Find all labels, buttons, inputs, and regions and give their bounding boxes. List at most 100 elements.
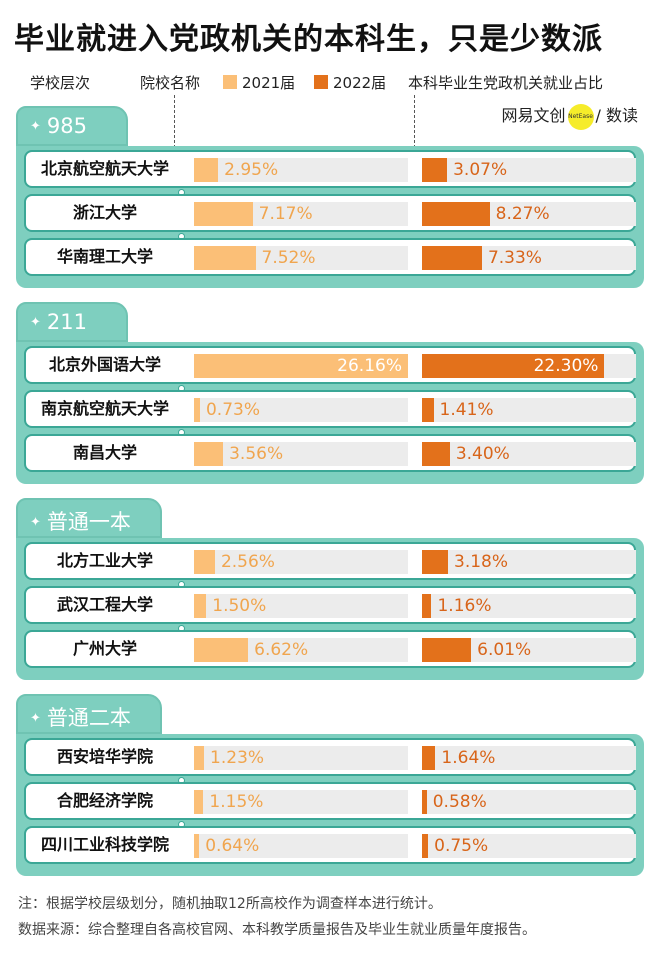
bar-2022 bbox=[422, 158, 448, 182]
group-tab: ✦ 普通一本 bbox=[16, 498, 162, 538]
bar-2022 bbox=[422, 246, 482, 270]
bar-2021 bbox=[194, 158, 219, 182]
bar-track-2022: 1.41% bbox=[422, 398, 636, 422]
metric-guide-line bbox=[414, 95, 415, 168]
brand-logo: 网易文创 NetEase / 数读 bbox=[501, 102, 638, 130]
group-panel: 北京航空航天大学 2.95% 3.07% 浙江大学 7.17% 8.27% 华南理工大学 7.… bbox=[16, 146, 644, 288]
bar-track-2021: 0.64% bbox=[194, 834, 408, 858]
legend-swatch-2021 bbox=[223, 75, 237, 89]
group-label: ✦ 985 bbox=[30, 114, 87, 138]
bar-track-2022: 6.01% bbox=[422, 638, 636, 662]
bar-2022 bbox=[422, 442, 450, 466]
group-name: 211 bbox=[46, 310, 87, 334]
bar-track-2022: 8.27% bbox=[422, 202, 636, 226]
bar-track-2022: 0.75% bbox=[422, 834, 636, 858]
school-row: 浙江大学 7.17% 8.27% bbox=[24, 194, 636, 232]
school-name: 南京航空航天大学 bbox=[40, 399, 169, 418]
group-panel: 北方工业大学 2.56% 3.18% 武汉工程大学 1.50% 1.16% 广州大学 6.62… bbox=[16, 538, 644, 680]
value-label-2021: 2.95% bbox=[224, 160, 279, 180]
value-label-2021: 0.73% bbox=[205, 400, 260, 420]
value-label-2022: 7.33% bbox=[487, 248, 542, 268]
school-name: 北京外国语大学 bbox=[48, 355, 161, 374]
brand-logo-mid: 文创 bbox=[533, 106, 566, 125]
bar-2022 bbox=[422, 354, 605, 378]
group-tab: ✦ 普通二本 bbox=[16, 694, 162, 734]
school-name: 武汉工程大学 bbox=[56, 595, 153, 614]
bar-2022 bbox=[422, 746, 436, 770]
value-label-2022: 1.41% bbox=[439, 400, 494, 420]
value-label-2022: 22.30% bbox=[533, 356, 599, 376]
school-row: 合肥经济学院 1.15% 0.58% bbox=[24, 782, 636, 820]
value-label-2022: 1.64% bbox=[441, 748, 496, 768]
bar-2022 bbox=[422, 202, 490, 226]
school-row: 北方工业大学 2.56% 3.18% bbox=[24, 542, 636, 580]
group-name: 普通一本 bbox=[46, 510, 131, 534]
bar-track-2021: 2.95% bbox=[194, 158, 408, 182]
value-label-2022: 3.40% bbox=[455, 444, 510, 464]
bar-2021 bbox=[194, 746, 205, 770]
bar-track-2022: 3.40% bbox=[422, 442, 636, 466]
group-3: ✦ 普通二本 西安培华学院 1.23% 1.64% 合肥经济学院 1.15% 0.58% 四川工… bbox=[16, 694, 644, 876]
bar-track-2021: 6.62% bbox=[194, 638, 408, 662]
value-label-2022: 6.01% bbox=[477, 640, 532, 660]
value-label-2021: 3.56% bbox=[229, 444, 284, 464]
group-label: ✦ 普通二本 bbox=[30, 702, 131, 732]
group-tab: ✦ 211 bbox=[16, 302, 128, 342]
sparkle-icon: ✦ bbox=[30, 515, 41, 530]
value-label-2021: 6.62% bbox=[254, 640, 309, 660]
brand-logo-right: / 数读 bbox=[595, 106, 638, 125]
school-row: 广州大学 6.62% 6.01% bbox=[24, 630, 636, 668]
school-row: 武汉工程大学 1.50% 1.16% bbox=[24, 586, 636, 624]
name-guide-line bbox=[174, 95, 175, 168]
value-label-2021: 2.56% bbox=[220, 552, 275, 572]
legend-name-label: 院校名称 bbox=[140, 74, 201, 92]
bar-2021 bbox=[194, 638, 249, 662]
value-label-2022: 1.16% bbox=[437, 596, 492, 616]
school-name: 南昌大学 bbox=[72, 443, 137, 462]
school-name: 广州大学 bbox=[72, 639, 137, 658]
value-label-2021: 1.50% bbox=[212, 596, 267, 616]
sparkle-icon: ✦ bbox=[30, 711, 41, 726]
school-row: 南昌大学 3.56% 3.40% bbox=[24, 434, 636, 472]
bar-2021 bbox=[194, 442, 224, 466]
bar-track-2022: 3.07% bbox=[422, 158, 636, 182]
bar-track-2021: 7.17% bbox=[194, 202, 408, 226]
bar-2021 bbox=[194, 834, 200, 858]
value-label-2021: 0.64% bbox=[205, 836, 260, 856]
bar-2021 bbox=[194, 594, 207, 618]
bar-track-2022: 0.58% bbox=[422, 790, 636, 814]
group-1: ✦ 211 北京外国语大学 26.16% 22.30% 南京航空航天大学 0.73% 1.41… bbox=[16, 302, 644, 484]
school-name: 华南理工大学 bbox=[56, 247, 153, 266]
bar-track-2022: 1.64% bbox=[422, 746, 636, 770]
school-name: 浙江大学 bbox=[72, 203, 137, 222]
school-row: 南京航空航天大学 0.73% 1.41% bbox=[24, 390, 636, 428]
legend-swatch-2022 bbox=[314, 75, 328, 89]
sparkle-icon: ✦ bbox=[30, 119, 41, 134]
bar-track-2021: 1.15% bbox=[194, 790, 408, 814]
group-0: ✦ 985 北京航空航天大学 2.95% 3.07% 浙江大学 7.17% 8.27% 华南理工… bbox=[16, 106, 644, 288]
school-name: 西安培华学院 bbox=[56, 747, 153, 766]
school-row: 四川工业科技学院 0.64% 0.75% bbox=[24, 826, 636, 864]
bar-2021 bbox=[194, 550, 215, 574]
group-panel: 西安培华学院 1.23% 1.64% 合肥经济学院 1.15% 0.58% 四川工业科技学院… bbox=[16, 734, 644, 876]
bar-2021 bbox=[194, 790, 204, 814]
group-name: 985 bbox=[46, 114, 87, 138]
school-name: 北京航空航天大学 bbox=[40, 159, 169, 178]
bar-2021 bbox=[194, 246, 256, 270]
school-name: 合肥经济学院 bbox=[56, 791, 153, 810]
group-tab: ✦ 985 bbox=[16, 106, 128, 146]
group-label: ✦ 211 bbox=[30, 310, 87, 334]
bar-track-2021: 3.56% bbox=[194, 442, 408, 466]
school-row: 北京航空航天大学 2.95% 3.07% bbox=[24, 150, 636, 188]
bar-2022 bbox=[422, 638, 472, 662]
sparkle-icon: ✦ bbox=[30, 315, 41, 330]
group-panel: 北京外国语大学 26.16% 22.30% 南京航空航天大学 0.73% 1.41% 南昌大… bbox=[16, 342, 644, 484]
bar-track-2021: 26.16% bbox=[194, 354, 408, 378]
source-note: 数据来源：综合整理自各高校官网、本科教学质量报告及毕业生就业质量年度报告。 bbox=[18, 922, 536, 938]
footnote: 注：根据学校层级划分，随机抽取12所高校作为调查样本进行统计。 bbox=[18, 896, 442, 912]
bar-2021 bbox=[194, 354, 408, 378]
chart-title: 毕业就进入党政机关的本科生，只是少数派 bbox=[14, 22, 603, 57]
brand-logo-badge: NetEase bbox=[567, 103, 594, 130]
school-row: 西安培华学院 1.23% 1.64% bbox=[24, 738, 636, 776]
value-label-2022: 0.58% bbox=[432, 792, 487, 812]
